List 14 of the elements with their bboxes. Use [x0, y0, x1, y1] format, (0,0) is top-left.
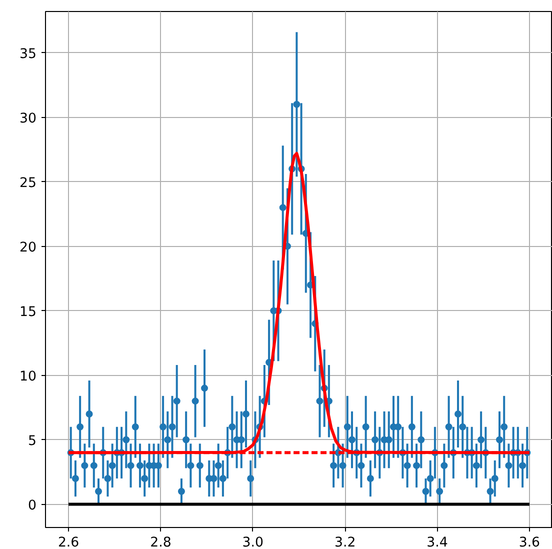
x-tick-label: 2.8	[150, 536, 172, 549]
y-tick-label: 5	[28, 434, 37, 449]
y-tick-label: 0	[28, 498, 37, 514]
y-tick-label: 15	[20, 304, 37, 320]
x-tick-label: 3.6	[518, 536, 540, 549]
y-tick-label: 35	[20, 46, 37, 62]
x-tick-label: 3.4	[426, 536, 448, 549]
x-tick-label: 2.6	[58, 536, 80, 549]
x-tick-label: 3.2	[334, 536, 356, 549]
x-tick-label: 3.0	[242, 536, 264, 549]
y-tick-label: 25	[20, 176, 37, 191]
y-tick-label: 30	[20, 111, 37, 126]
y-tick-label: 20	[20, 240, 37, 256]
y-tick-label: 10	[20, 369, 37, 384]
